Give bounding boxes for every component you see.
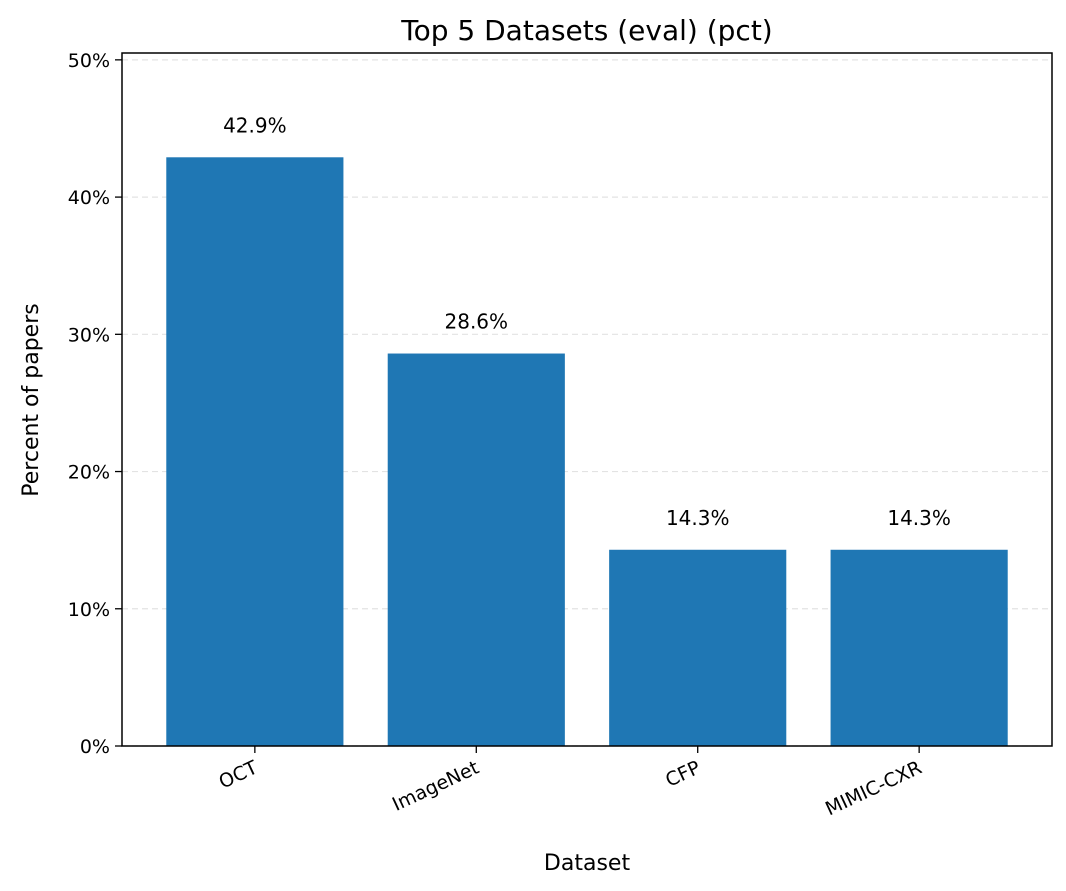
bars [166,157,1008,746]
y-tick-label: 50% [68,50,110,72]
y-tick-label: 30% [68,324,110,346]
bar-oct [166,157,344,746]
y-tick-label: 0% [80,736,110,758]
x-axis-label: Dataset [544,851,631,876]
plot-frame [121,52,1053,747]
bar-mimic-cxr [830,549,1008,746]
chart-title: Top 5 Datasets (eval) (pct) [400,14,772,47]
bar-value-label: 28.6% [445,310,509,334]
bar-value-label: 42.9% [223,113,287,137]
x-tick-label: ImageNet [389,757,482,816]
bar-cfp [609,549,787,746]
bar-imagenet [387,353,565,746]
y-axis-label: Percent of papers [19,303,44,496]
bar-value-label: 14.3% [666,506,730,530]
y-tick-label: 20% [68,462,110,484]
bar-value-label: 14.3% [887,506,951,530]
x-axis: OCT ImageNet CFP MIMIC-CXR [216,746,925,821]
y-tick-label: 40% [68,187,110,209]
x-tick-label: OCT [216,756,262,793]
x-tick-label: MIMIC-CXR [822,757,925,821]
y-tick-label: 10% [68,599,110,621]
x-tick-label: CFP [662,757,704,792]
bar-value-labels: 42.9% 28.6% 14.3% 14.3% [223,113,951,529]
y-axis: 0% 10% 20% 30% 40% 50% [68,50,122,758]
